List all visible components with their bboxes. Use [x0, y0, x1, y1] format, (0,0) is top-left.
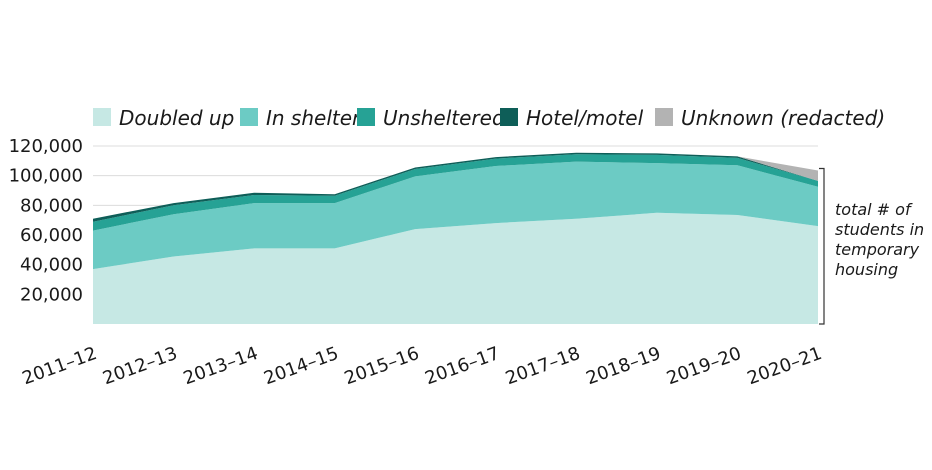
x-tick-label-201516: 2015–16	[342, 343, 422, 389]
x-tick-label-201617: 2016–17	[422, 343, 502, 389]
y-tick-label-120000: 120,000	[9, 136, 83, 157]
total-bracket	[819, 167, 825, 325]
y-tick-label-20000: 20,000	[20, 284, 83, 305]
x-tick-label-202021: 2020–21	[744, 343, 824, 389]
x-tick-label-201819: 2018–19	[583, 343, 663, 389]
annotation-line-2: students in	[835, 220, 924, 239]
annotation-line-4: housing	[835, 260, 898, 279]
legend-swatch-doubled-up	[93, 108, 111, 126]
x-tick-label-201920: 2019–20	[664, 343, 744, 389]
area-unsheltered	[93, 154, 818, 231]
legend-swatch-unsheltered	[357, 108, 375, 126]
x-tick-label-201718: 2017–18	[503, 343, 583, 389]
x-tick-label-201415: 2014–15	[261, 343, 341, 389]
legend-swatch-unknown-redacted	[655, 108, 673, 126]
annotation-line-3: temporary	[835, 240, 920, 259]
y-tick-label-100000: 100,000	[9, 166, 83, 187]
x-tick-label-201314: 2013–14	[181, 343, 261, 389]
area-hotel-motel	[93, 152, 818, 222]
y-tick-label-40000: 40,000	[20, 255, 83, 276]
y-tick-label-60000: 60,000	[20, 225, 83, 246]
area-doubled-up	[93, 212, 818, 324]
legend-label-unknown-redacted: Unknown (redacted)	[681, 106, 885, 130]
x-tick-label-201112: 2011–12	[19, 343, 99, 389]
annotation-line-1: total # of	[835, 200, 913, 219]
legend-label-hotel-motel: Hotel/motel	[526, 106, 644, 130]
area-in-shelter	[93, 161, 818, 270]
legend-label-doubled-up: Doubled up	[119, 106, 234, 130]
legend-swatch-in-shelter	[240, 108, 258, 126]
y-tick-label-80000: 80,000	[20, 195, 83, 216]
legend-label-unsheltered: Unsheltered	[383, 106, 505, 130]
legend-swatch-hotel-motel	[500, 108, 518, 126]
x-tick-label-201213: 2012–13	[100, 343, 180, 389]
legend-label-in-shelter: In shelter	[266, 106, 362, 130]
